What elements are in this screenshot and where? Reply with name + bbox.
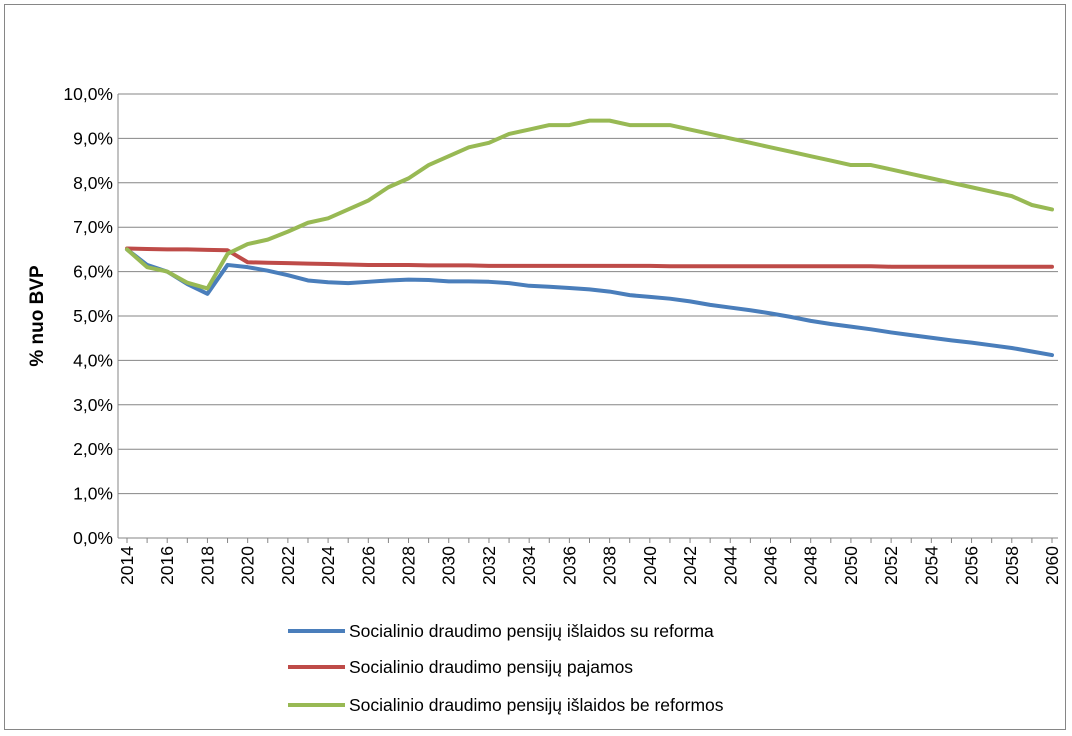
y-tick-label: 1,0% — [73, 484, 113, 504]
x-tick-label: 2026 — [358, 546, 378, 585]
x-tick-label: 2052 — [881, 546, 901, 585]
y-axis-label: % nuo BVP — [27, 265, 48, 367]
x-axis-ticks: 2014 2016 2018 2020 2022 2024 2026 2028 2030 2032… — [117, 546, 1062, 585]
y-tick-label: 6,0% — [73, 262, 113, 282]
legend: Socialinio draudimo pensijų išlaidos su … — [288, 621, 724, 715]
y-tick-label: 2,0% — [73, 439, 113, 459]
x-tick-label: 2048 — [801, 546, 821, 585]
y-tick-label: 8,0% — [73, 173, 113, 193]
legend-entry: Socialinio draudimo pensijų išlaidos be … — [349, 695, 724, 715]
x-tick-label: 2058 — [1002, 546, 1022, 585]
x-tick-label: 2022 — [278, 546, 298, 585]
x-tick-label: 2016 — [157, 546, 177, 585]
x-tick-label: 2042 — [680, 546, 700, 585]
y-tick-label: 9,0% — [73, 128, 113, 148]
x-tick-label: 2020 — [238, 546, 258, 585]
x-tick-label: 2060 — [1042, 546, 1062, 585]
series-line-1 — [125, 247, 1054, 358]
series-line-2 — [125, 246, 1054, 269]
series-lines — [125, 118, 1054, 358]
y-tick-label: 10,0% — [63, 84, 113, 104]
y-tick-label: 4,0% — [73, 350, 113, 370]
x-tick-label: 2036 — [559, 546, 579, 585]
y-tick-label: 3,0% — [73, 395, 113, 415]
x-tick-label: 2030 — [439, 546, 459, 585]
x-tick-label: 2024 — [318, 546, 338, 585]
x-tick-label: 2034 — [519, 546, 539, 585]
x-tick-label: 2018 — [197, 546, 217, 585]
x-tick-label: 2054 — [921, 546, 941, 585]
y-tick-label: 0,0% — [73, 528, 113, 548]
x-tick-label: 2040 — [640, 546, 660, 585]
legend-entry: Socialinio draudimo pensijų pajamos — [349, 657, 633, 677]
y-tick-label: 5,0% — [73, 306, 113, 326]
x-tick-label: 2038 — [600, 546, 620, 585]
series-line-3 — [125, 118, 1054, 291]
chart-frame — [4, 4, 1066, 730]
legend-entry: Socialinio draudimo pensijų išlaidos su … — [349, 621, 714, 641]
x-tick-label: 2014 — [117, 546, 137, 585]
x-tick-label: 2056 — [962, 546, 982, 585]
x-tick-label: 2028 — [399, 546, 419, 585]
x-tick-label: 2044 — [720, 546, 740, 585]
x-tick-label: 2050 — [841, 546, 861, 585]
x-tick-label: 2046 — [760, 546, 780, 585]
y-axis-ticks: 0,0% 1,0% 2,0% 3,0% 4,0% 5,0% 6,0% 7,0% 8,0% 9,0%… — [63, 84, 113, 548]
x-tick-label: 2032 — [479, 546, 499, 585]
axes — [117, 94, 1058, 543]
gridlines — [118, 93, 1058, 495]
y-tick-label: 7,0% — [73, 217, 113, 237]
